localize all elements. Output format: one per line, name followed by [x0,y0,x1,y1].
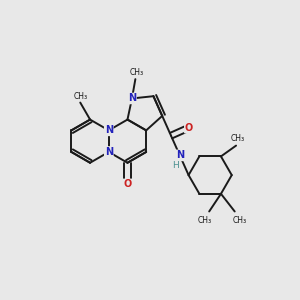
Text: CH₃: CH₃ [232,216,247,225]
Text: CH₃: CH₃ [231,134,245,143]
Text: N: N [176,150,184,161]
Text: N: N [128,94,136,103]
Text: N: N [105,125,113,135]
Text: O: O [185,123,193,133]
Text: H: H [172,161,179,170]
Text: O: O [123,179,132,189]
Text: CH₃: CH₃ [129,68,143,77]
Text: CH₃: CH₃ [73,92,87,100]
Text: CH₃: CH₃ [197,216,211,225]
Text: N: N [105,147,113,157]
